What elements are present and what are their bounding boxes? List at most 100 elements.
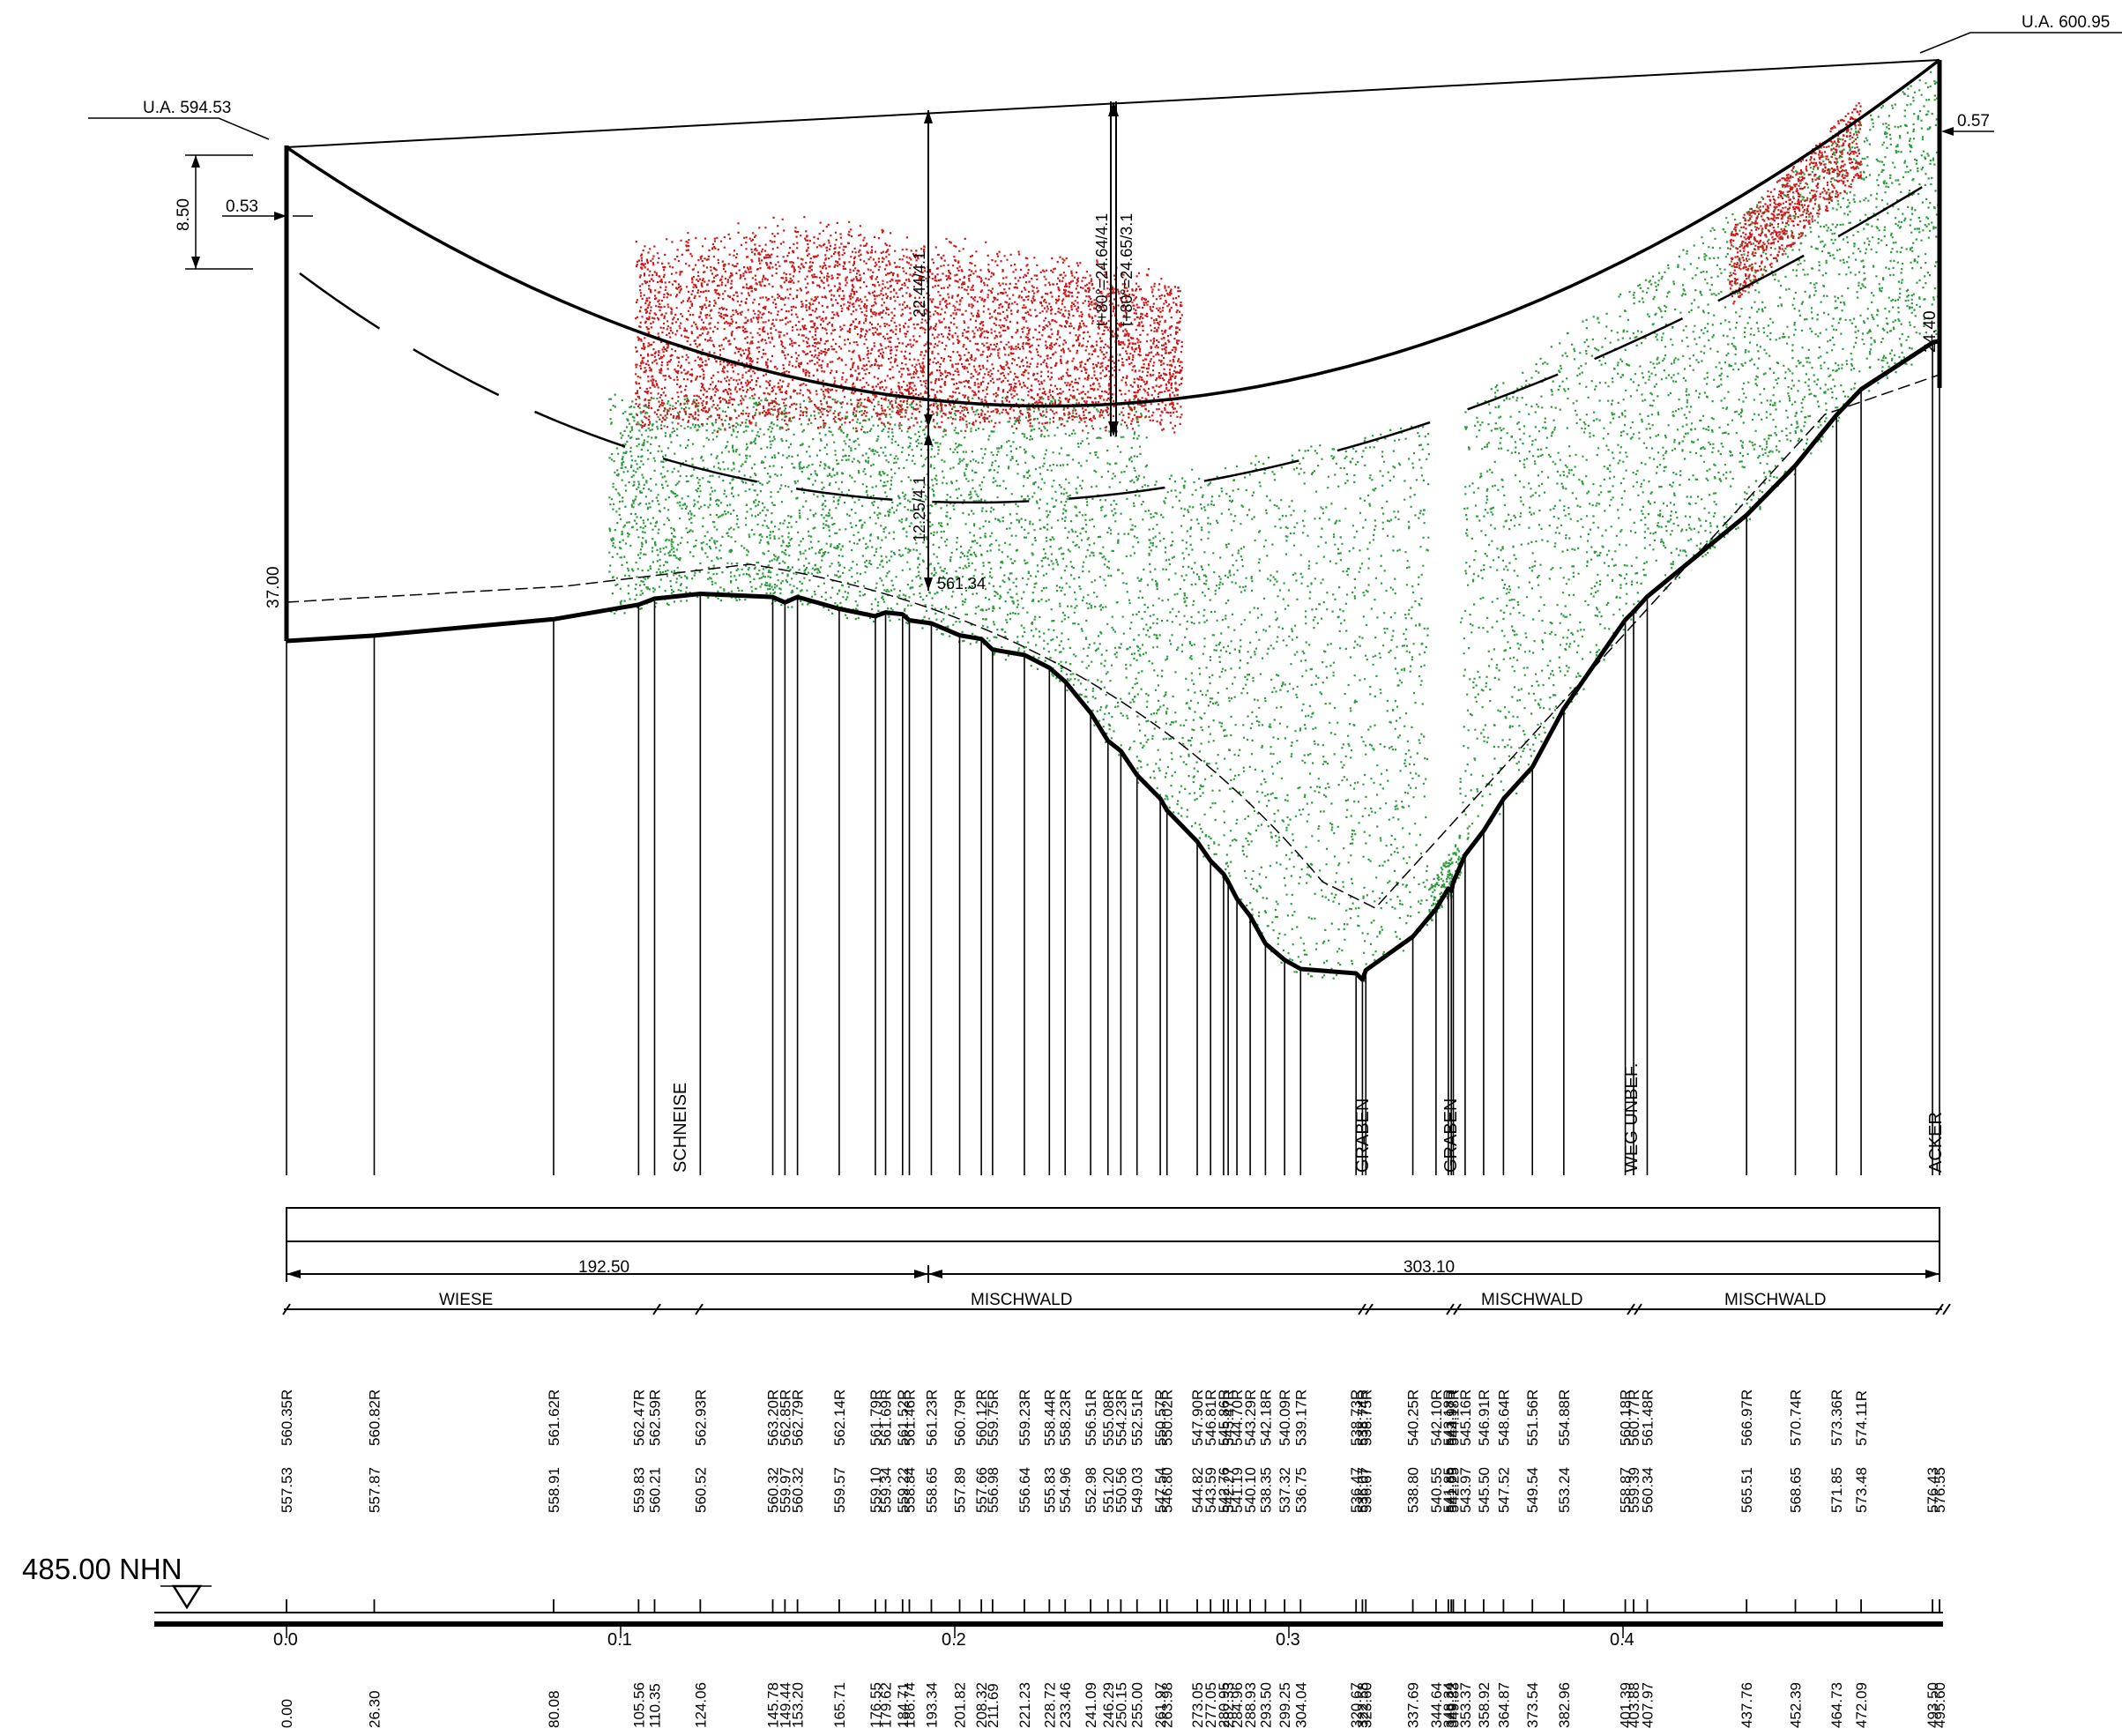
span-left-label: 192.50 (578, 1258, 629, 1277)
vegetation-height-label: 540.09R (1277, 1390, 1293, 1446)
ground-height-label: 557.89 (952, 1467, 969, 1513)
sag-dim-1-arrow-bottom (924, 577, 933, 591)
chainage-label: 0.00 (279, 1699, 295, 1728)
chainage-label: 358.92 (1476, 1682, 1493, 1728)
datum-label: 485.00 NHN (22, 1553, 182, 1585)
sag-label-2: 12.25/4.1 (911, 476, 928, 542)
chainage-label: 26.30 (367, 1690, 383, 1728)
feature-graben-1: GRABEN (1353, 1099, 1373, 1173)
ground-height-label: 558.91 (546, 1467, 562, 1513)
sag-label-4: t+80°=24.65/3.1 (1118, 213, 1135, 326)
ground-height-label: 560.32 (790, 1467, 807, 1513)
ground-height-label: 536.75 (1292, 1467, 1309, 1513)
span-arrow-mid-r (928, 1270, 942, 1278)
chainage-label: 263.98 (1159, 1682, 1176, 1728)
ground-height-label: 565.51 (1739, 1467, 1755, 1513)
ground-height-label: 555.83 (1041, 1467, 1058, 1513)
chainage-label: 464.73 (1828, 1682, 1845, 1728)
chainage-label: 373.54 (1524, 1682, 1541, 1728)
ground-height-label: 552.98 (1083, 1467, 1099, 1513)
vegetation-height-label: 546.91R (1476, 1390, 1493, 1446)
offset-right-label: 0.57 (1957, 112, 1990, 130)
vegetation-height-label: 538.75R (1358, 1390, 1374, 1446)
vegetation-green-points (608, 71, 1941, 982)
vegetation-height-label: 562.47R (630, 1390, 647, 1446)
vegetation-height-label: 559.23R (1016, 1390, 1033, 1446)
ground-height-label: 557.53 (279, 1467, 295, 1513)
chainage-label: 407.97 (1639, 1682, 1656, 1728)
ground-height-label: 547.52 (1495, 1467, 1512, 1513)
vegetation-height-label: 539.17R (1292, 1390, 1309, 1446)
ua-left-label: U.A. 594.53 (143, 99, 231, 117)
ua-left-leader-slope (219, 118, 269, 139)
vegetation-height-label: 542.18R (1257, 1390, 1274, 1446)
chainage-label: 228.72 (1041, 1682, 1058, 1728)
axis-label: 0.4 (1610, 1630, 1634, 1650)
feature-schneise: SCHNEISE (671, 1083, 690, 1173)
vegetation-height-label: 556.51R (1083, 1390, 1099, 1446)
offset-left-label: 0.53 (226, 197, 258, 216)
chainage-label: 452.39 (1788, 1682, 1805, 1728)
vegetation-height-label: 562.59R (646, 1390, 663, 1446)
landuse-mischwald-3: MISCHWALD (1724, 1291, 1826, 1309)
ground-height-label: 538.35 (1257, 1467, 1274, 1513)
ground-height-label: 560.34 (1639, 1467, 1656, 1513)
vegetation-height-label: 545.16R (1457, 1390, 1474, 1446)
vegetation-height-label: 561.46R (901, 1390, 918, 1446)
chainage-label: 105.56 (630, 1682, 647, 1728)
datum-triangle (174, 1586, 200, 1607)
chainage-label: 153.20 (790, 1682, 807, 1728)
vegetation-height-label: 558.23R (1057, 1390, 1074, 1446)
chainage-label: 179.62 (878, 1682, 895, 1728)
ground-height-label: 554.96 (1057, 1467, 1074, 1513)
ground-height-label: 556.64 (1016, 1467, 1033, 1513)
ua-right-leader-slope (1920, 33, 1970, 53)
chainage-labels: 0.00 26.30 80.08 105.56 110.35 124.06 145.7814… (279, 1682, 1948, 1728)
feature-graben-2: GRABEN (1441, 1099, 1461, 1173)
vegetation-height-label: 560.79R (952, 1390, 969, 1446)
chainage-label: 110.35 (646, 1683, 663, 1728)
span-right-label: 303.10 (1403, 1258, 1455, 1277)
chainage-label: 299.25 (1277, 1682, 1293, 1728)
chainage-label: 437.76 (1739, 1682, 1755, 1728)
vegetation-height-label: 550.02R (1159, 1390, 1176, 1446)
landuse-break (1943, 1304, 1950, 1315)
ground-height-label: 568.65 (1788, 1467, 1805, 1513)
vegetation-height-label: 551.56R (1524, 1390, 1541, 1446)
ground-height-label: 550.56 (1113, 1467, 1129, 1513)
vegetation-height-label: 562.93R (692, 1390, 709, 1446)
dim-850-arrow-top (191, 155, 200, 168)
chainage-label: 323.60 (1358, 1682, 1374, 1728)
vegetation-green-cloud (608, 71, 1941, 982)
chainage-label: 353.37 (1457, 1682, 1474, 1728)
vegetation-height-label: 562.14R (831, 1390, 848, 1446)
ground-height-label: 537.32 (1277, 1467, 1293, 1513)
vegetation-height-label: 560.82R (367, 1390, 383, 1446)
axis-ticks (287, 1599, 1940, 1613)
chainage-label: 304.04 (1292, 1682, 1309, 1728)
landuse-mischwald-1: MISCHWALD (971, 1291, 1072, 1309)
vegetation-height-label: 561.48R (1639, 1390, 1656, 1446)
ground-height-label: 540.10 (1242, 1467, 1259, 1513)
ground-height-label: 556.98 (985, 1467, 1001, 1513)
vegetation-height-label: 562.79R (790, 1390, 807, 1446)
ua-right-label: U.A. 600.95 (2021, 13, 2110, 32)
sag-label-1: 22.44/4.1 (911, 251, 928, 317)
ground-height-label: 559.57 (831, 1467, 848, 1513)
axis-label: 0.0 (273, 1630, 298, 1650)
vegetation-height-label: 561.69R (878, 1390, 895, 1446)
chainage-label: 221.23 (1016, 1682, 1033, 1728)
ground-height-label: 549.54 (1524, 1467, 1541, 1513)
vegetation-height-label: 558.44R (1041, 1390, 1058, 1446)
landuse-wiese: WIESE (439, 1291, 493, 1309)
chainage-label: 255.00 (1129, 1682, 1146, 1728)
ground-height-labels: 557.53 557.87 558.91 559.83 560.21 560.52 560.… (279, 1467, 1948, 1513)
chainage-label: 165.71 (831, 1682, 848, 1728)
vegetation-height-label: 560.35R (279, 1390, 295, 1446)
landuse-mischwald-2: MISCHWALD (1481, 1291, 1582, 1309)
chainage-label: 186.74 (901, 1682, 918, 1728)
vegetation-height-labels: 560.35R 560.82R 561.62R 562.47R 562.59R 562.9… (279, 1390, 1870, 1446)
ground-height-label: 545.50 (1476, 1467, 1493, 1513)
chainage-label: 495.60 (1932, 1682, 1948, 1728)
